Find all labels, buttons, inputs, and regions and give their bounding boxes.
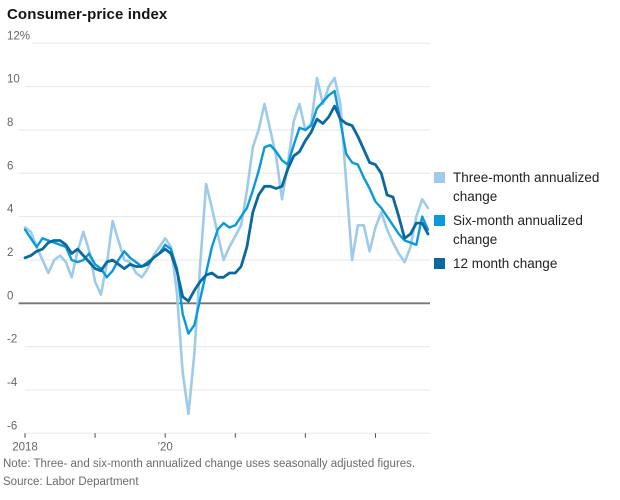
series-line-three-month: [23, 76, 430, 416]
legend-label: Six-month annualized change: [453, 213, 583, 247]
y-axis-label: 12%: [7, 30, 30, 42]
series-line-twelve-month: [23, 104, 430, 303]
legend-item-twelve-month: 12 month change: [434, 254, 616, 273]
plot-area: 12% 10 8 6 4 2 0 -2 -4 -6 2018 ’20: [7, 30, 430, 453]
chart-source: Source: Labor Department: [3, 476, 139, 488]
three-month-swatch-icon: [434, 172, 445, 183]
y-axis-label: -2: [7, 334, 17, 346]
y-axis-label: -6: [7, 420, 17, 432]
twelve-month-swatch-icon: [434, 258, 445, 269]
chart-title: Consumer-price index: [7, 6, 168, 23]
y-axis-label: 10: [7, 74, 20, 86]
legend-label: 12 month change: [453, 256, 558, 271]
legend-item-six-month: Six-month annualized change: [434, 211, 616, 249]
legend-item-three-month: Three-month annualized change: [434, 168, 616, 206]
chart-note: Note: Three- and six-month annualized ch…: [3, 458, 416, 470]
legend-label: Three-month annualized change: [453, 170, 600, 204]
chart-legend: Three-month annualized change Six-month …: [434, 168, 616, 278]
y-axis-label: 4: [7, 204, 14, 216]
y-axis-label: 2: [7, 247, 13, 259]
y-axis-label: 8: [7, 117, 13, 129]
x-axis-label: 2018: [12, 441, 38, 453]
y-axis-label: -4: [7, 377, 18, 389]
y-axis-label: 6: [7, 160, 13, 172]
y-axis-label: 0: [7, 290, 13, 302]
series-line-six-month: [23, 89, 430, 335]
six-month-swatch-icon: [434, 215, 445, 226]
x-axis-label: ’20: [157, 441, 172, 453]
